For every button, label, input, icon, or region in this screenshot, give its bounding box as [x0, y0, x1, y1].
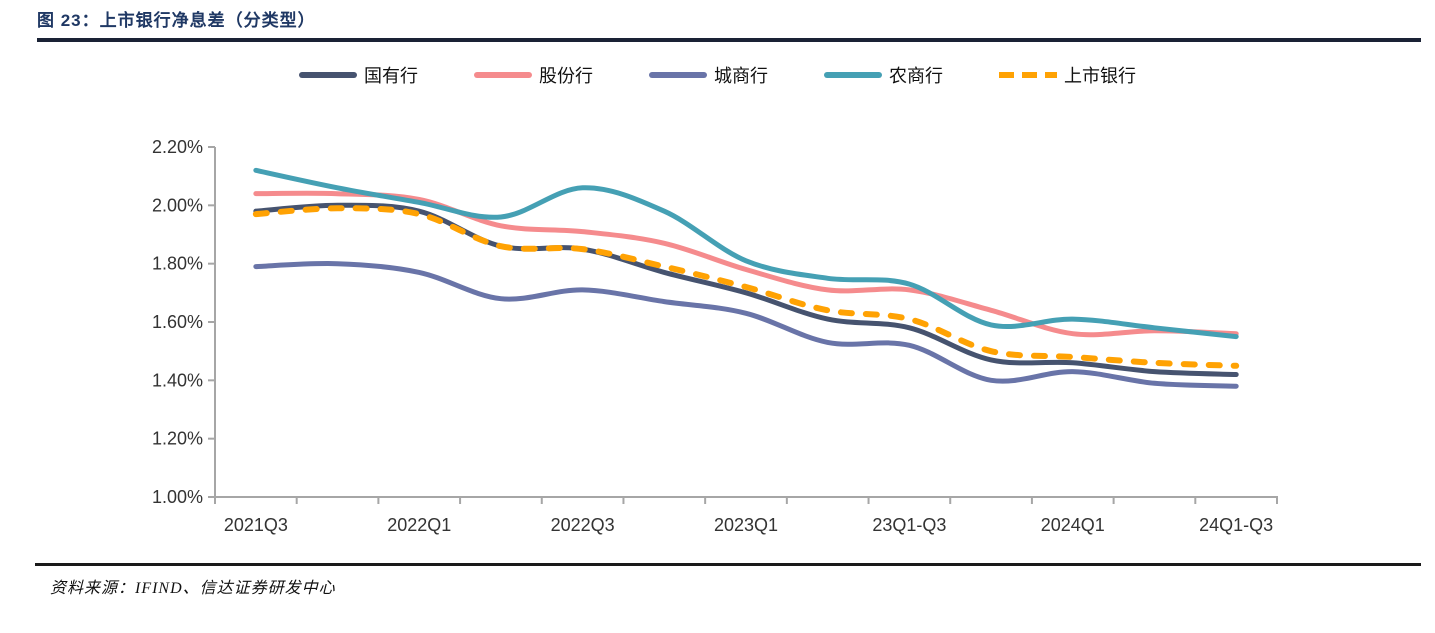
legend-item-city-commercial-banks: 城商行: [649, 62, 768, 88]
legend-swatch-rural-commercial-banks: [824, 72, 882, 78]
title-rule: [37, 38, 1421, 42]
x-tick-label: 2022Q3: [551, 515, 615, 535]
source-note: 资料来源：IFIND、信达证券研发中心: [50, 580, 336, 597]
x-tick-label: 24Q1-Q3: [1199, 515, 1273, 535]
legend-label: 城商行: [714, 66, 768, 86]
chart-legend: 国有行 股份行 城商行 农商行 上市银行: [0, 62, 1435, 88]
series-line-city-commercial-banks: [253, 261, 1239, 389]
legend-swatch-joint-stock-banks: [474, 72, 532, 78]
legend-swatch-state-owned-banks: [299, 72, 357, 78]
x-tick-label: 2023Q1: [714, 515, 778, 535]
x-tick-label: 2024Q1: [1041, 515, 1105, 535]
y-tick-label: 1.40%: [152, 370, 203, 390]
legend-item-joint-stock-banks: 股份行: [474, 62, 593, 88]
y-tick-label: 1.20%: [152, 429, 203, 449]
series-line-listed-banks: [252, 205, 1240, 369]
legend-item-state-owned-banks: 国有行: [299, 62, 418, 88]
series-line-rural-commercial-banks: [253, 167, 1239, 340]
y-tick-label: 2.00%: [152, 195, 203, 215]
y-tick-label: 2.20%: [152, 137, 203, 157]
figure-title: 图 23：上市银行净息差（分类型）: [37, 11, 316, 30]
footer-rule: [35, 563, 1421, 566]
y-tick-label: 1.80%: [152, 254, 203, 274]
x-tick-label: 2021Q3: [224, 515, 288, 535]
series-line-joint-stock-banks: [253, 190, 1239, 338]
legend-label: 股份行: [539, 66, 593, 86]
legend-label: 国有行: [364, 66, 418, 86]
legend-swatch-listed-banks: [999, 72, 1057, 78]
series-line-state-owned-banks: [253, 202, 1239, 377]
nim-line-chart: 2.20% 2.00% 1.80% 1.60% 1.40% 1.20% 1.00% 2021Q…: [152, 137, 1278, 535]
legend-item-rural-commercial-banks: 农商行: [824, 62, 943, 88]
legend-swatch-city-commercial-banks: [649, 72, 707, 78]
x-tick-label: 23Q1-Q3: [872, 515, 946, 535]
x-tick-label: 2022Q1: [387, 515, 451, 535]
legend-label: 上市银行: [1064, 66, 1136, 86]
legend-item-listed-banks: 上市银行: [999, 62, 1136, 88]
y-tick-label: 1.60%: [152, 312, 203, 332]
legend-label: 农商行: [889, 66, 943, 86]
y-tick-label: 1.00%: [152, 487, 203, 507]
